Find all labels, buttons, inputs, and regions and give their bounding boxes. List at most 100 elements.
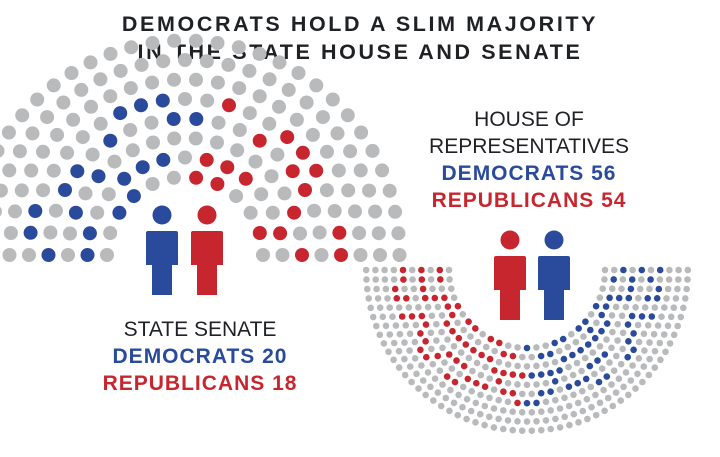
house-seat-empty (386, 331, 394, 338)
house-seat-empty (424, 369, 432, 376)
senate-seat-empty (14, 183, 29, 198)
senate-seat-empty (281, 82, 296, 97)
senate-seat-empty (315, 110, 330, 125)
senate-seat-empty (166, 170, 181, 185)
senate-seat-empty (0, 183, 8, 198)
house-seat-empty (609, 328, 616, 336)
house-seat-empty (504, 398, 512, 406)
house-seat-empty (491, 347, 499, 355)
house-seat-empty (666, 266, 673, 274)
senate-seat-empty (382, 183, 397, 198)
senate-seat-empty (353, 163, 368, 178)
house-seat-empty (575, 419, 582, 426)
senate-seat-empty (123, 81, 138, 96)
house-seat-empty (528, 427, 536, 435)
house-seat-empty (612, 303, 620, 311)
house-seat-democrat (627, 285, 635, 293)
senate-seat-republican (273, 226, 288, 241)
house-seat-empty (547, 407, 554, 414)
house-seat-empty (538, 426, 545, 434)
house-seat-empty (382, 322, 390, 330)
senate-seat-empty (2, 248, 17, 262)
senate-seat-empty (83, 55, 98, 70)
senate-seat-empty (56, 95, 71, 110)
senate-seat-republican (295, 145, 310, 160)
senate-seat-empty (211, 115, 226, 130)
senate-seat-empty (64, 66, 79, 80)
senate-seat-empty (178, 92, 192, 106)
senate-seat-empty (36, 183, 51, 198)
house-seat-empty (556, 424, 564, 431)
house-seat-empty (514, 362, 521, 370)
house-seat-empty (566, 421, 573, 429)
house-seat-democrat (523, 344, 531, 352)
house-seat-empty (455, 391, 462, 399)
house-seat-democrat (560, 355, 568, 363)
house-seat-democrat (565, 383, 573, 391)
house-seat-empty (415, 385, 422, 392)
house-seat-empty (415, 304, 422, 311)
house-seat-democrat (628, 312, 636, 320)
house-seat-empty (618, 312, 626, 320)
house-seat-empty (427, 266, 434, 274)
house-seat-empty (518, 427, 526, 435)
house-seat-empty (674, 322, 681, 330)
senate-seat-empty (43, 225, 58, 240)
house-seat-empty (547, 425, 554, 433)
house-seat-republican (445, 351, 453, 358)
house-seat-republican (473, 379, 480, 387)
house-seat-empty (495, 396, 503, 404)
senate-seat-empty (365, 143, 380, 158)
senate-seat-empty (262, 72, 277, 87)
senate-seat-democrat (156, 152, 171, 167)
house-seat-empty (677, 313, 685, 321)
senate-seat-empty (93, 72, 108, 87)
house-seat-empty (645, 371, 653, 379)
house-seat-empty (619, 329, 627, 337)
senate-seat-empty (103, 46, 118, 61)
house-seat-republican (519, 372, 526, 379)
house-seat-empty (609, 402, 617, 410)
house-seat-democrat (602, 303, 610, 310)
house-seat-empty (684, 266, 692, 274)
house-seat-empty (467, 407, 475, 415)
house-seat-empty (635, 294, 642, 302)
house-seat-empty (504, 379, 512, 387)
house-seat-empty (592, 391, 599, 399)
senate-seat-democrat (155, 93, 170, 108)
house-seat-empty (459, 311, 467, 318)
senate-seat-democrat (135, 160, 150, 175)
senate-seat-empty (291, 66, 306, 80)
house-seat-empty (625, 391, 632, 399)
house-seat-empty (427, 276, 435, 283)
house-seat-empty (565, 363, 572, 371)
house-seat-empty (412, 294, 420, 302)
house-seat-republican (451, 378, 459, 386)
senate-seat-republican (252, 133, 267, 148)
house-seat-empty (401, 371, 409, 379)
senate-seat-empty (124, 40, 139, 55)
house-seat-empty (504, 417, 512, 424)
democrat-person-icon (538, 230, 570, 320)
house-seat-empty (390, 356, 397, 364)
house-seat-empty (589, 349, 597, 356)
house-seat-empty (390, 339, 398, 347)
house-seat-republican (422, 321, 430, 328)
house-seat-empty (459, 403, 466, 411)
house-seat-empty (670, 331, 678, 339)
senate-seat-empty (362, 183, 377, 198)
house-seat-empty (632, 385, 639, 392)
senate-seat-empty (264, 169, 279, 184)
house-seat-democrat (628, 276, 636, 283)
house-seat-empty (367, 304, 375, 312)
house-seat-empty (411, 338, 419, 346)
senate-seat-empty (75, 130, 90, 145)
senate-seat-empty (353, 248, 368, 262)
house-seat-republican (500, 388, 507, 396)
house-seat-empty (533, 418, 540, 425)
senate-seat-empty (277, 186, 292, 201)
senate-seat-empty (319, 183, 334, 198)
house-seat-empty (518, 409, 526, 416)
house-seat-democrat (648, 313, 656, 320)
senate-seat-empty (373, 248, 387, 262)
